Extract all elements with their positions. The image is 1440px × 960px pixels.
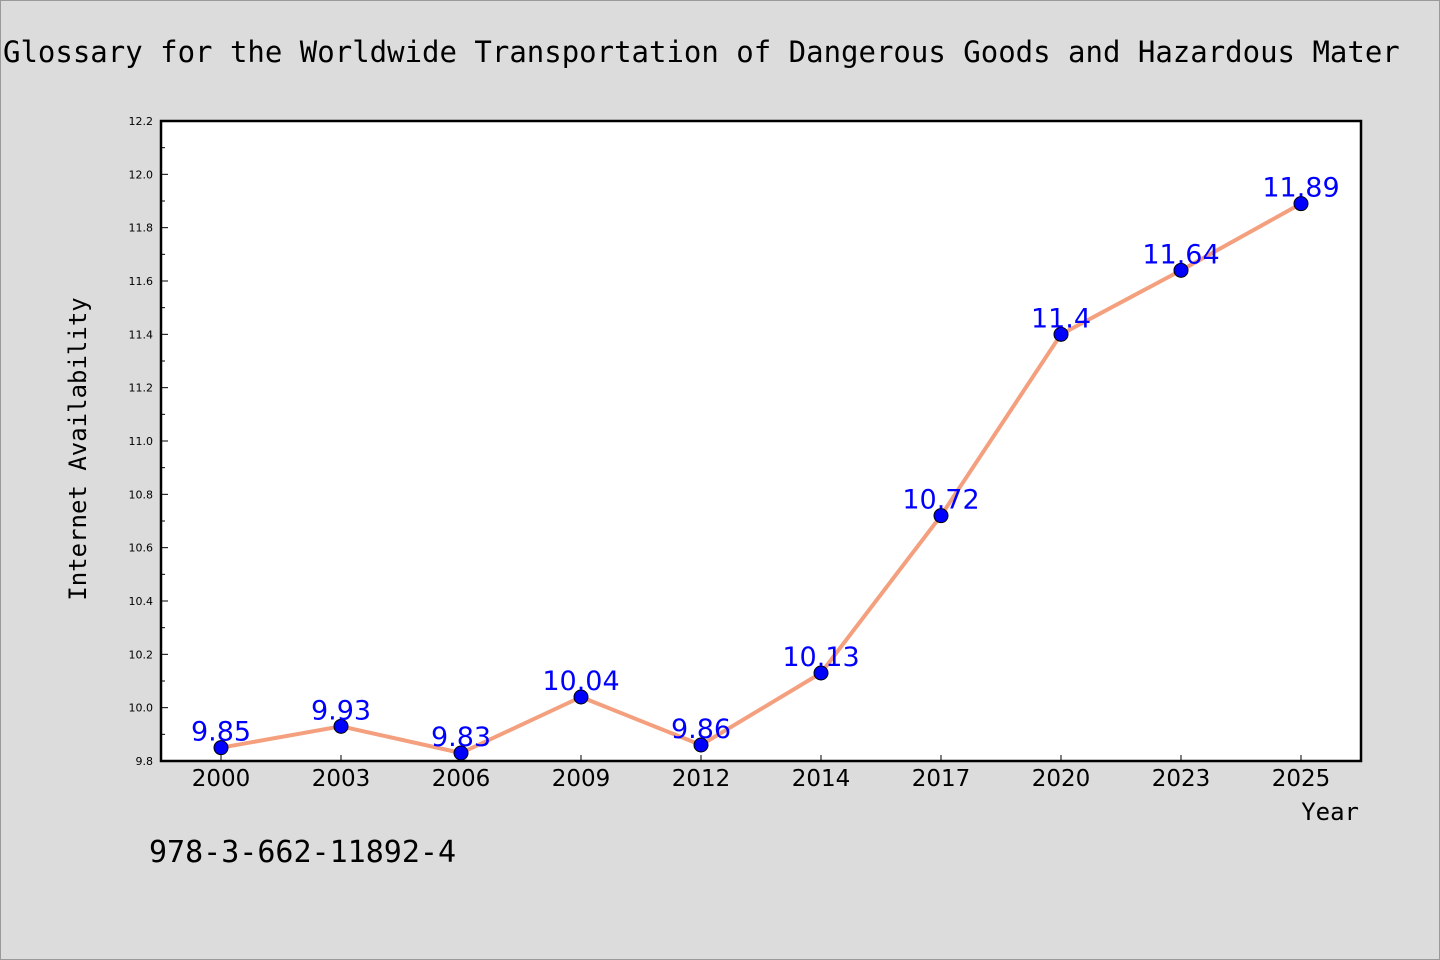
y-tick-label: 11.2 <box>129 382 154 395</box>
data-label: 9.93 <box>311 695 371 726</box>
data-point <box>693 737 709 753</box>
data-point <box>813 665 829 681</box>
data-point <box>1053 326 1069 342</box>
y-tick-label: 9.8 <box>136 755 154 768</box>
plot-area <box>161 121 1361 761</box>
x-tick-label: 2012 <box>672 766 731 792</box>
x-tick-label: 2000 <box>192 766 251 792</box>
data-point <box>573 689 589 705</box>
x-tick-label: 2003 <box>312 766 371 792</box>
x-tick-label: 2017 <box>912 766 971 792</box>
data-point <box>333 718 349 734</box>
isbn-text: 978-3-662-11892-4 <box>149 835 457 870</box>
data-label: 10.04 <box>542 666 619 697</box>
y-tick-label: 11.0 <box>129 435 154 448</box>
y-tick-label: 11.4 <box>129 328 154 341</box>
chart-title: Glossary for the Worldwide Transportatio… <box>3 35 1400 69</box>
y-tick-label: 10.8 <box>129 488 154 501</box>
y-tick-label: 12.0 <box>129 168 154 181</box>
data-point <box>933 508 949 524</box>
x-tick-label: 2025 <box>1272 766 1331 792</box>
data-point <box>213 740 229 756</box>
data-point <box>1173 262 1189 278</box>
data-label: 10.13 <box>782 642 859 673</box>
y-axis-label: Internet Availability <box>64 297 92 600</box>
series-line <box>219 201 1303 755</box>
x-tick-label: 2020 <box>1032 766 1091 792</box>
x-tick-label: 2006 <box>432 766 491 792</box>
x-tick-label: 2014 <box>792 766 851 792</box>
data-label: 11.4 <box>1031 303 1091 334</box>
y-tick-label: 11.6 <box>129 275 154 288</box>
data-label: 9.83 <box>431 722 491 753</box>
x-tick-label: 2009 <box>552 766 611 792</box>
data-label: 11.89 <box>1262 173 1339 204</box>
x-axis-label: Year <box>1301 798 1359 826</box>
y-tick-label: 11.8 <box>129 222 154 235</box>
x-tick-label: 2023 <box>1152 766 1211 792</box>
y-tick-label: 10.0 <box>129 702 154 715</box>
data-label: 11.64 <box>1142 239 1219 270</box>
data-label: 9.85 <box>191 717 251 748</box>
y-tick-label: 10.2 <box>129 648 154 661</box>
y-tick-label: 12.2 <box>129 115 154 128</box>
y-tick-label: 10.6 <box>129 542 154 555</box>
data-label: 9.86 <box>671 714 731 745</box>
plot-border <box>159 119 1363 763</box>
data-label: 10.72 <box>902 485 979 516</box>
data-point <box>1293 196 1309 212</box>
y-tick-label: 10.4 <box>129 595 154 608</box>
